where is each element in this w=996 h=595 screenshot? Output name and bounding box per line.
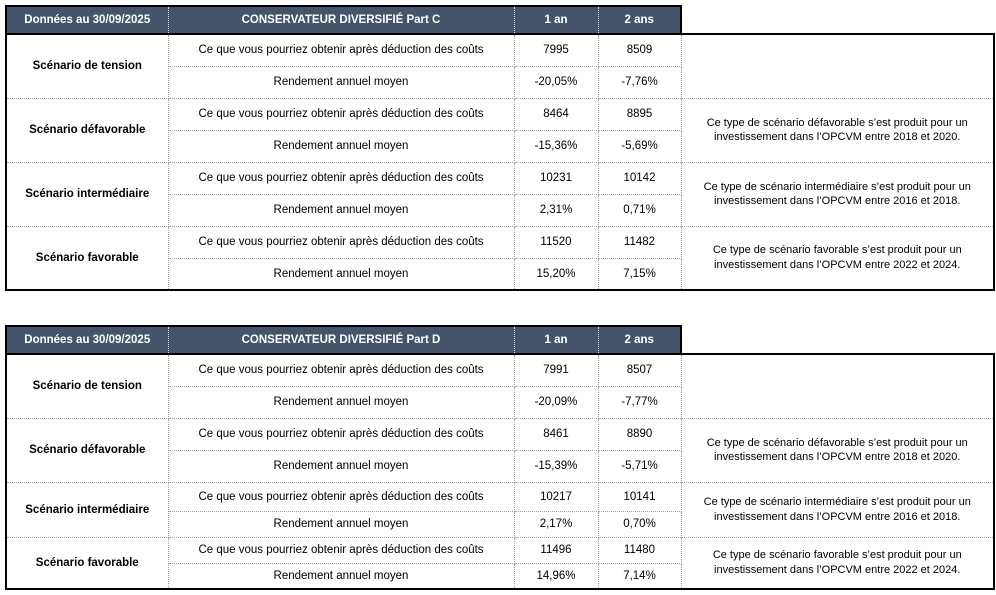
scenario-note-favorable: Ce type de scénario favorable s’est prod…	[680, 225, 995, 291]
value-return-1an: 2,31%	[513, 193, 599, 227]
table-row: Rendement annuel moyen -20,05% -7,76%	[6, 65, 994, 99]
value-return-2ans: -5,69%	[597, 129, 682, 163]
value-obtain-1an: 10217	[513, 481, 599, 512]
value-return-2ans: 0,70%	[597, 510, 682, 538]
table-row: Rendement annuel moyen -20,09% -7,77%	[6, 385, 994, 419]
value-obtain-2ans: 10141	[597, 481, 682, 512]
performance-description: Ce que vous pourriez obtenir après déduc…	[167, 353, 515, 387]
header-col-1an: 1 an	[513, 325, 599, 355]
table-row: Rendement annuel moyen 15,20% 7,15%	[6, 257, 994, 291]
value-obtain-2ans: 8507	[597, 353, 682, 387]
value-obtain-2ans: 10142	[597, 161, 682, 195]
value-return-2ans: 7,14%	[597, 562, 682, 590]
value-return-1an: 15,20%	[513, 257, 599, 291]
performance-description: Ce que vous pourriez obtenir après déduc…	[167, 97, 515, 131]
scenario-note-tension	[680, 353, 995, 419]
header-row: Données au 30/09/2025 CONSERVATEUR DIVER…	[5, 325, 994, 355]
table-row: Rendement annuel moyen 2,17% 0,70%	[6, 510, 994, 538]
value-obtain-1an: 11520	[513, 225, 599, 259]
value-return-2ans: -5,71%	[597, 449, 682, 483]
value-obtain-2ans: 11482	[597, 225, 682, 259]
value-return-2ans: 0,71%	[597, 193, 682, 227]
scenario-label-intermediaire: Scénario intermédiaire	[5, 481, 169, 538]
table-row: Scénario de tension Ce que vous pourriez…	[5, 33, 995, 99]
header-col-2ans: 2 ans	[597, 5, 682, 35]
performance-description: Rendement annuel moyen	[167, 65, 515, 99]
value-return-1an: -20,09%	[513, 385, 599, 419]
table-row: Scénario défavorable Ce que vous pourrie…	[5, 417, 995, 483]
performance-description: Rendement annuel moyen	[167, 562, 515, 590]
performance-description: Ce que vous pourriez obtenir après déduc…	[167, 417, 515, 451]
performance-description: Rendement annuel moyen	[167, 449, 515, 483]
scenario-note-defavorable: Ce type de scénario défavorable s’est pr…	[680, 417, 995, 483]
scenario-label-tension: Scénario de tension	[5, 353, 169, 419]
performance-description: Rendement annuel moyen	[167, 129, 515, 163]
value-obtain-2ans: 8509	[597, 33, 682, 67]
scenario-table-part-c: Données au 30/09/2025 CONSERVATEUR DIVER…	[5, 5, 995, 291]
table-row: Rendement annuel moyen 14,96% 7,14%	[6, 562, 994, 590]
performance-description: Rendement annuel moyen	[167, 193, 515, 227]
table-row: Rendement annuel moyen -15,39% -5,71%	[6, 449, 994, 483]
table-row: Scénario intermédiaire Ce que vous pourr…	[5, 161, 995, 227]
scenario-note-defavorable: Ce type de scénario défavorable s’est pr…	[680, 97, 995, 163]
performance-description: Ce que vous pourriez obtenir après déduc…	[167, 33, 515, 67]
scenario-label-intermediaire: Scénario intermédiaire	[5, 161, 169, 227]
value-obtain-2ans: 11480	[597, 536, 682, 564]
value-return-2ans: -7,77%	[597, 385, 682, 419]
header-date-cell: Données au 30/09/2025	[5, 5, 169, 35]
value-return-1an: 14,96%	[513, 562, 599, 590]
performance-description: Rendement annuel moyen	[167, 385, 515, 419]
scenario-note-intermediaire: Ce type de scénario intermédiaire s’est …	[680, 481, 995, 538]
value-return-1an: 2,17%	[513, 510, 599, 538]
scenario-note-tension	[680, 33, 995, 99]
scenario-label-favorable: Scénario favorable	[5, 536, 169, 590]
value-obtain-2ans: 8895	[597, 97, 682, 131]
table-row: Scénario défavorable Ce que vous pourrie…	[5, 97, 995, 163]
value-return-2ans: 7,15%	[597, 257, 682, 291]
value-return-2ans: -7,76%	[597, 65, 682, 99]
table-row: Scénario favorable Ce que vous pourriez …	[5, 225, 995, 291]
table-row: Rendement annuel moyen 2,31% 0,71%	[6, 193, 994, 227]
performance-description: Ce que vous pourriez obtenir après déduc…	[167, 536, 515, 564]
performance-description: Ce que vous pourriez obtenir après déduc…	[167, 225, 515, 259]
performance-description: Rendement annuel moyen	[167, 510, 515, 538]
scenario-note-favorable: Ce type de scénario favorable s’est prod…	[680, 536, 995, 590]
value-return-1an: -20,05%	[513, 65, 599, 99]
scenario-label-tension: Scénario de tension	[5, 33, 169, 99]
value-obtain-1an: 10231	[513, 161, 599, 195]
value-obtain-1an: 7991	[513, 353, 599, 387]
header-product-title: CONSERVATEUR DIVERSIFIÉ Part C	[167, 5, 515, 35]
header-date-cell: Données au 30/09/2025	[5, 325, 169, 355]
header-product-title: CONSERVATEUR DIVERSIFIÉ Part D	[167, 325, 515, 355]
value-return-1an: -15,36%	[513, 129, 599, 163]
scenario-label-defavorable: Scénario défavorable	[5, 97, 169, 163]
value-obtain-2ans: 8890	[597, 417, 682, 451]
header-row: Données au 30/09/2025 CONSERVATEUR DIVER…	[5, 5, 994, 35]
header-spacer	[681, 326, 994, 355]
table-row: Scénario de tension Ce que vous pourriez…	[5, 353, 995, 419]
value-obtain-1an: 8461	[513, 417, 599, 451]
header-col-2ans: 2 ans	[597, 325, 682, 355]
header-col-1an: 1 an	[513, 5, 599, 35]
performance-description: Ce que vous pourriez obtenir après déduc…	[167, 161, 515, 195]
header-spacer	[681, 6, 994, 35]
table-row: Scénario favorable Ce que vous pourriez …	[5, 536, 995, 590]
value-obtain-1an: 8464	[513, 97, 599, 131]
scenario-label-defavorable: Scénario défavorable	[5, 417, 169, 483]
table-row: Rendement annuel moyen -15,36% -5,69%	[6, 129, 994, 163]
performance-description: Rendement annuel moyen	[167, 257, 515, 291]
value-obtain-1an: 11496	[513, 536, 599, 564]
scenario-label-favorable: Scénario favorable	[5, 225, 169, 291]
value-return-1an: -15,39%	[513, 449, 599, 483]
scenario-note-intermediaire: Ce type de scénario intermédiaire s’est …	[680, 161, 995, 227]
performance-description: Ce que vous pourriez obtenir après déduc…	[167, 481, 515, 512]
table-row: Scénario intermédiaire Ce que vous pourr…	[5, 481, 995, 538]
value-obtain-1an: 7995	[513, 33, 599, 67]
scenario-table-part-d: Données au 30/09/2025 CONSERVATEUR DIVER…	[5, 325, 995, 590]
